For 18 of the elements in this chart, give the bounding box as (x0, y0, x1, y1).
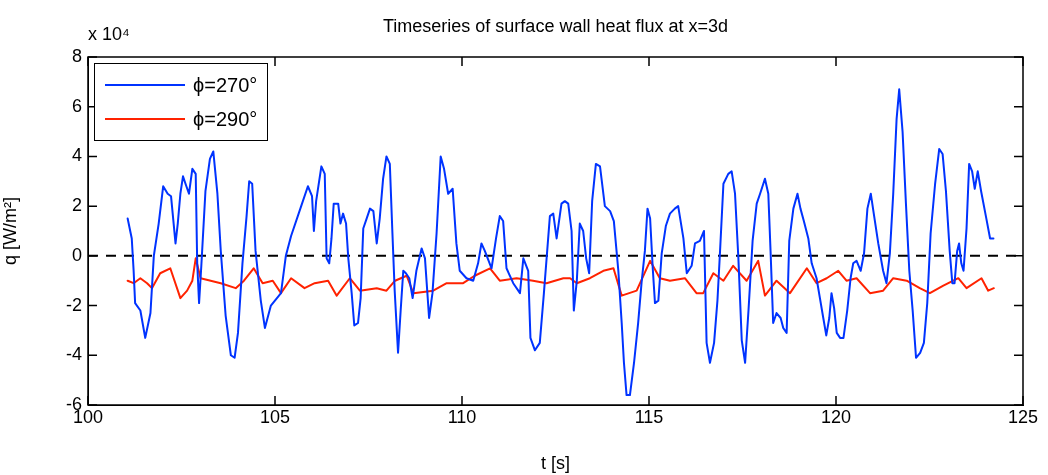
y-tick-label: 6 (71, 95, 82, 116)
y-tick-label: 0 (71, 244, 82, 265)
x-tick-label: 125 (1007, 406, 1039, 427)
y-tick-label: 8 (71, 45, 82, 66)
y-tick-label: -4 (65, 344, 82, 365)
legend-label: ϕ=290° (193, 107, 258, 131)
text: x 10⁴ (88, 24, 130, 44)
x-tick-label: 105 (259, 406, 291, 427)
y-tick-label: 4 (71, 145, 82, 166)
x-tick-label: 115 (634, 406, 664, 427)
y-tick-label: 2 (71, 195, 82, 216)
y-axis-title: q [W/m²] (0, 197, 20, 265)
x-tick-label: 110 (447, 406, 477, 427)
chart-title: Timeseries of surface wall heat flux at x=3d (383, 16, 728, 36)
x-axis-title: t [s] (540, 453, 571, 474)
x-tick-label: 120 (820, 406, 852, 427)
legend-label: ϕ=270° (193, 73, 258, 97)
y-tick-label: -2 (65, 294, 82, 315)
